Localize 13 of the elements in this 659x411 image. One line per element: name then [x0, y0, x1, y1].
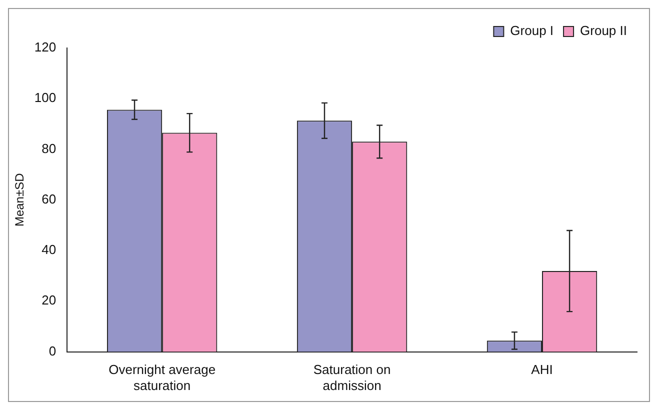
y-tick-label: 20	[42, 292, 56, 308]
x-tick-label: Overnight average saturation	[108, 362, 216, 393]
y-tick-label: 80	[42, 140, 56, 156]
y-tick-label: 40	[42, 242, 56, 258]
legend-label: Group I	[510, 23, 554, 38]
y-tick-label: 120	[34, 40, 56, 55]
y-tick-label: 0	[48, 343, 56, 358]
x-tick-label: AHI	[531, 362, 553, 378]
y-tick-label: 100	[34, 90, 56, 106]
y-tick-label: 60	[42, 191, 56, 206]
x-tick-label: Saturation on admission	[313, 362, 391, 393]
y-axis-title: Mean±SD	[12, 172, 27, 227]
legend-label: Group II	[580, 23, 627, 38]
